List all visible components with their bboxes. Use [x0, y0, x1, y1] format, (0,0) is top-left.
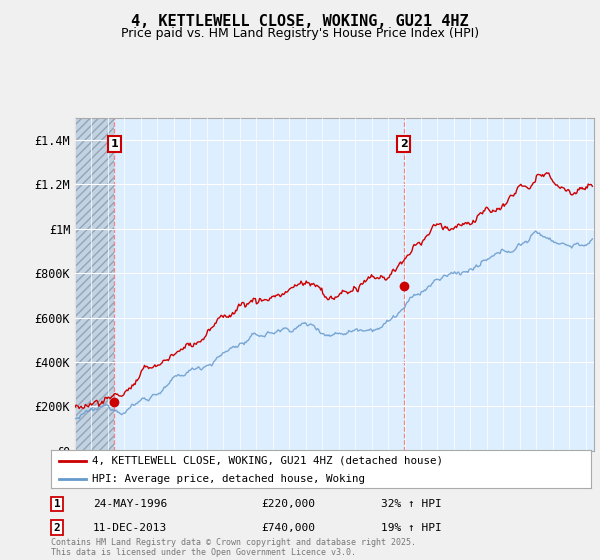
Text: 2: 2: [400, 139, 407, 150]
Text: 1: 1: [110, 139, 118, 150]
Text: 32% ↑ HPI: 32% ↑ HPI: [381, 499, 442, 509]
Text: 11-DEC-2013: 11-DEC-2013: [93, 522, 167, 533]
Text: Contains HM Land Registry data © Crown copyright and database right 2025.
This d: Contains HM Land Registry data © Crown c…: [51, 538, 416, 557]
Text: 1: 1: [53, 499, 61, 509]
Bar: [75, 118, 114, 451]
Text: HPI: Average price, detached house, Woking: HPI: Average price, detached house, Woki…: [91, 474, 365, 484]
Text: 2: 2: [53, 522, 61, 533]
Text: 24-MAY-1996: 24-MAY-1996: [93, 499, 167, 509]
Text: 4, KETTLEWELL CLOSE, WOKING, GU21 4HZ: 4, KETTLEWELL CLOSE, WOKING, GU21 4HZ: [131, 14, 469, 29]
Text: 19% ↑ HPI: 19% ↑ HPI: [381, 522, 442, 533]
Text: 4, KETTLEWELL CLOSE, WOKING, GU21 4HZ (detached house): 4, KETTLEWELL CLOSE, WOKING, GU21 4HZ (d…: [91, 455, 443, 465]
Text: £740,000: £740,000: [261, 522, 315, 533]
Text: Price paid vs. HM Land Registry's House Price Index (HPI): Price paid vs. HM Land Registry's House …: [121, 27, 479, 40]
Text: £220,000: £220,000: [261, 499, 315, 509]
